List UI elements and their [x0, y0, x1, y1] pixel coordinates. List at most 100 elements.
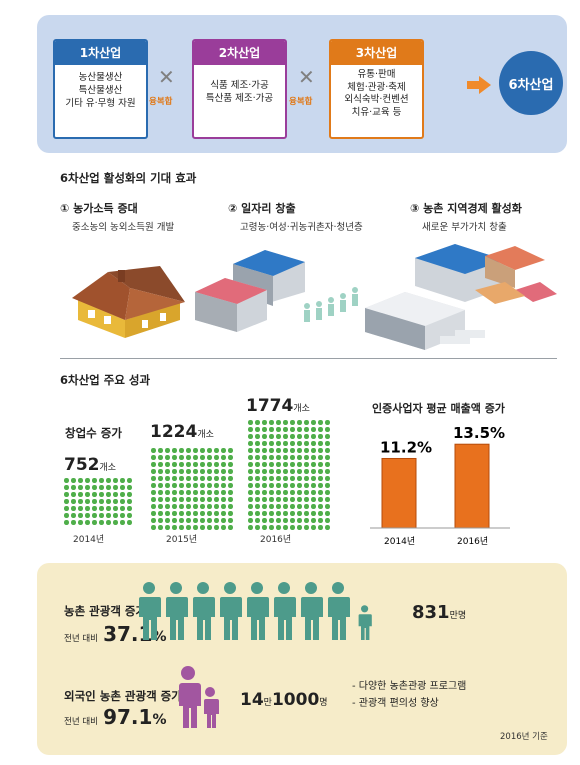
startup-dot — [214, 504, 219, 509]
person-icon — [166, 582, 188, 640]
startup-dot — [290, 462, 295, 467]
startup-dot — [106, 506, 111, 511]
startup-dot — [318, 469, 323, 474]
startup-dot — [318, 497, 323, 502]
startup-dot — [325, 427, 330, 432]
startup-dot — [200, 476, 205, 481]
startup-dot — [193, 511, 198, 516]
farmhouse-icon — [72, 266, 185, 338]
startup-dot — [165, 504, 170, 509]
startup-dot — [325, 441, 330, 446]
startup-dot — [179, 511, 184, 516]
startup-dot — [106, 478, 111, 483]
effect-item-income: ① 농가소득 증대 중소농의 농외소득원 개발 — [60, 200, 174, 233]
startup-dot — [221, 483, 226, 488]
startup-dot — [262, 455, 267, 460]
first-industry-box: 1차산업 농산물생산 특산물생산 기타 유·무형 자원 — [53, 39, 148, 139]
startup-dot — [325, 504, 330, 509]
person-icon — [328, 582, 350, 640]
startup-dot — [158, 455, 163, 460]
startup-dot — [297, 525, 302, 530]
results-title: 6차산업 주요 성과 — [60, 373, 151, 387]
startup-dot — [228, 462, 233, 467]
startup-dot — [269, 525, 274, 530]
startup-dot — [269, 518, 274, 523]
sales-bar — [381, 457, 417, 529]
startup-dot — [71, 478, 76, 483]
startup-dot — [283, 518, 288, 523]
startup-dot — [297, 427, 302, 432]
startup-dot — [304, 462, 309, 467]
startup-dot — [207, 525, 212, 530]
startup-dot — [248, 490, 253, 495]
startup-dot — [92, 499, 97, 504]
third-industry-lines: 유통·판매 체험·관광·축제 외식숙박·컨벤션 치유·교육 등 — [331, 65, 422, 119]
startup-dot — [193, 490, 198, 495]
startup-dot — [311, 476, 316, 481]
third-industry-line: 유통·판매 — [357, 69, 396, 80]
footnote: 2016년 기준 — [500, 732, 548, 742]
unit-label: 만명 — [449, 611, 467, 621]
startup-dot — [186, 490, 191, 495]
startup-dot — [283, 455, 288, 460]
second-industry-line: 식품 제조·가공 — [210, 80, 269, 91]
startup-dot — [255, 469, 260, 474]
startup-dot — [214, 448, 219, 453]
sales-chart-title: 인증사업자 평균 매출액 증가 — [372, 402, 505, 415]
startup-dot — [179, 455, 184, 460]
third-industry-line: 체험·관광·축제 — [347, 81, 406, 93]
startup-dot — [158, 511, 163, 516]
startup-dot — [113, 520, 118, 525]
startup-dot — [85, 478, 90, 483]
startup-dot — [276, 525, 281, 530]
sales-bar-value: 13.5% — [453, 424, 505, 442]
startup-dot — [318, 427, 323, 432]
startup-dot — [78, 520, 83, 525]
third-industry-title: 3차산업 — [331, 41, 422, 65]
startup-dot — [85, 513, 90, 518]
startup-dot — [325, 518, 330, 523]
domestic-tourism-label: 농촌 관광객 증가 — [64, 604, 147, 618]
first-industry-line: 특산물생산 — [78, 85, 123, 96]
tourism-bullets: - 다양한 농촌관광 프로그램 - 관광객 편의성 향상 — [352, 678, 466, 712]
startup-dot — [262, 483, 267, 488]
startup-dot — [297, 434, 302, 439]
startup-dot — [120, 492, 125, 497]
startup-dot — [228, 455, 233, 460]
startup-dot — [325, 490, 330, 495]
startup-dot — [120, 520, 125, 525]
startup-dot — [172, 455, 177, 460]
startup-dot — [283, 476, 288, 481]
foreign-tourism-label: 외국인 농촌 관광객 증가 — [64, 689, 182, 703]
startup-dot — [276, 448, 281, 453]
startup-dot — [297, 483, 302, 488]
startup-dot — [71, 492, 76, 497]
startup-dot — [290, 525, 295, 530]
second-industry-title: 2차산업 — [194, 41, 285, 65]
startup-dot — [228, 448, 233, 453]
startup-dot — [228, 490, 233, 495]
startup-dot — [311, 420, 316, 425]
startup-dot — [228, 497, 233, 502]
startup-dot — [311, 483, 316, 488]
startup-dot — [92, 520, 97, 525]
startup-dot — [165, 469, 170, 474]
startup-dot — [297, 518, 302, 523]
startup-dot — [318, 490, 323, 495]
startup-dot — [214, 490, 219, 495]
startup-dot — [172, 525, 177, 530]
startup-dot — [78, 499, 83, 504]
startup-dot — [325, 525, 330, 530]
startup-dot — [172, 462, 177, 467]
startup-dot — [318, 434, 323, 439]
startup-dot — [221, 476, 226, 481]
startup-dot — [318, 483, 323, 488]
startup-dot — [151, 448, 156, 453]
startup-dot — [172, 511, 177, 516]
startup-dot — [290, 420, 295, 425]
domestic-tourists-people-icons — [139, 582, 372, 640]
person-icon — [247, 582, 269, 640]
startup-dot — [207, 462, 212, 467]
startup-dot — [92, 478, 97, 483]
person-icon — [220, 582, 242, 640]
